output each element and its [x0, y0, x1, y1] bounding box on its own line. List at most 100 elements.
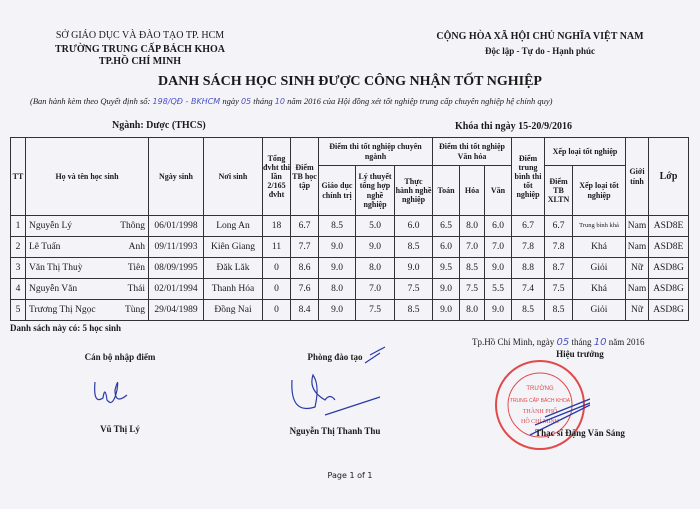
- cell-name: Nguyễn Lý Thông: [25, 215, 149, 237]
- motto: Độc lập - Tự do - Hạnh phúc: [484, 46, 595, 56]
- cell-gender: Nam: [625, 278, 649, 300]
- cell-theory: 5.0: [355, 215, 395, 237]
- header-rank-score: Điểm TB XLTN: [544, 165, 573, 216]
- cell-tt: 2: [10, 236, 26, 258]
- date-day: 05: [556, 337, 570, 348]
- cell-rank: Giỏi: [572, 299, 626, 321]
- cell-gpa: 8.6: [290, 257, 319, 279]
- header-chem: Hóa: [459, 165, 485, 216]
- cell-class: ASD8G: [648, 257, 689, 279]
- surname: Nguyễn Lý: [29, 220, 73, 231]
- cell-practice: 8.5: [394, 236, 433, 258]
- header-theory: Lý thuyết tổng hợp nghề nghiệp: [355, 165, 395, 216]
- cell-tt: 4: [10, 278, 26, 300]
- cell-rank-score: 7.8: [544, 236, 573, 258]
- cell-dob: 08/09/1995: [148, 257, 204, 279]
- cell-theory: 7.5: [355, 299, 395, 321]
- given-name: Thái: [127, 283, 145, 294]
- header-place: Nơi sinh: [203, 137, 263, 216]
- cell-lit: 9.0: [484, 257, 512, 279]
- cell-dob: 06/01/1998: [148, 215, 204, 237]
- cell-place: Long An: [203, 215, 263, 237]
- cell-gpa: 7.7: [290, 236, 319, 258]
- cell-exam-avg: 8.8: [511, 257, 545, 279]
- header-rank: Xếp loại tốt nghiệp: [572, 165, 626, 216]
- cell-rank-score: 8.7: [544, 257, 573, 279]
- cell-rank: Trung bình khá: [572, 215, 626, 237]
- cell-dob: 02/01/1994: [148, 278, 204, 300]
- signature-left: [94, 381, 128, 403]
- mid-signer-name: Nguyễn Thị Thanh Thu: [289, 426, 381, 436]
- table-row: 2 Lê Tuấn Anh 09/11/1993 Kiên Giang 11 7.7 9.0 9…: [10, 236, 689, 258]
- cell-politics: 9.0: [318, 299, 356, 321]
- cell-politics: 8.0: [318, 278, 356, 300]
- cell-gender: Nữ: [625, 299, 649, 321]
- cell-tt: 5: [10, 299, 26, 321]
- dept-name: SỞ GIÁO DỤC VÀ ĐÀO TẠO TP. HCM: [55, 30, 225, 41]
- table-row: 5 Trương Thị Ngọc Tùng 29/04/1989 Đồng Nai 0 8…: [10, 299, 689, 321]
- cell-practice: 9.0: [394, 257, 433, 279]
- cell-credits: 18: [262, 215, 291, 237]
- cell-gpa: 8.4: [290, 299, 319, 321]
- subtitle-text: năm 2016 của Hội đồng xét tốt nghiệp tru…: [287, 96, 553, 106]
- cell-math: 6.5: [432, 215, 460, 237]
- header-rank-group: Xếp loại tốt nghiệp: [544, 137, 626, 166]
- mid-role: Phòng đào tạo: [307, 352, 363, 362]
- cell-lit: 6.0: [484, 215, 512, 237]
- cell-rank: Khá: [572, 278, 626, 300]
- cell-rank-score: 7.5: [544, 278, 573, 300]
- cell-rank-score: 8.5: [544, 299, 573, 321]
- left-role: Cán bộ nhập điểm: [84, 352, 156, 362]
- decision-number: 198/QĐ - BKHCM: [152, 97, 221, 106]
- table-row: 4 Nguyễn Văn Thái 02/01/1994 Thanh Hóa 0 7.6 8.…: [10, 278, 689, 300]
- cell-theory: 8.0: [355, 257, 395, 279]
- document-title: DANH SÁCH HỌC SINH ĐƯỢC CÔNG NHẬN TỐT NG…: [157, 74, 542, 89]
- cell-exam-avg: 7.4: [511, 278, 545, 300]
- subtitle-text: tháng: [253, 96, 273, 106]
- cell-class: ASD8G: [648, 278, 689, 300]
- header-practice: Thực hành nghề nghiệp: [394, 165, 433, 216]
- exam-period: Khóa thi ngày 15-20/9/2016: [455, 121, 572, 132]
- cell-place: Thanh Hóa: [203, 278, 263, 300]
- document-subtitle: (Ban hành kèm theo Quyết định số: 198/QĐ…: [30, 96, 700, 106]
- cell-class: ASD8E: [648, 236, 689, 258]
- given-name: Tiên: [127, 262, 145, 273]
- svg-text:THÀNH PHỐ: THÀNH PHỐ: [523, 407, 558, 415]
- header-politics: Giáo dục chính trị: [318, 165, 356, 216]
- header-culture-group: Điểm thi tốt nghiệp Văn hóa: [432, 137, 512, 166]
- cell-credits: 0: [262, 278, 291, 300]
- table-row: 3 Văn Thị Thuỳ Tiên 08/09/1995 Đăk Lăk 0 8.6 9.…: [10, 257, 689, 279]
- cell-gender: Nam: [625, 215, 649, 237]
- cell-credits: 11: [262, 236, 291, 258]
- right-role: Hiệu trưởng: [556, 349, 604, 359]
- cell-rank: Khá: [572, 236, 626, 258]
- cell-credits: 0: [262, 299, 291, 321]
- cell-practice: 8.5: [394, 299, 433, 321]
- cell-lit: 7.0: [484, 236, 512, 258]
- cell-rank: Giỏi: [572, 257, 626, 279]
- cell-gpa: 6.7: [290, 215, 319, 237]
- cell-tt: 3: [10, 257, 26, 279]
- date-text: tháng: [571, 337, 592, 347]
- right-signer-name: Thạc sĩ Đặng Văn Sáng: [535, 428, 625, 438]
- header-gender: Giới tính: [625, 137, 649, 216]
- cell-politics: 9.0: [318, 236, 356, 258]
- cell-name: Trương Thị Ngọc Tùng: [25, 299, 149, 321]
- cell-chem: 8.5: [459, 257, 485, 279]
- date-text: năm 2016: [608, 337, 645, 347]
- cell-math: 9.0: [432, 299, 460, 321]
- summary: Danh sách này có: 5 học sinh: [10, 323, 122, 333]
- cell-rank-score: 6.7: [544, 215, 573, 237]
- decision-day: 05: [240, 97, 252, 106]
- surname: Trương Thị Ngọc: [29, 304, 96, 315]
- cell-exam-avg: 6.7: [511, 215, 545, 237]
- cell-credits: 0: [262, 257, 291, 279]
- cell-math: 9.0: [432, 278, 460, 300]
- cell-exam-avg: 7.8: [511, 236, 545, 258]
- major: Ngành: Dược (THCS): [112, 120, 206, 131]
- cell-gender: Nam: [625, 236, 649, 258]
- svg-text:TRUNG CẤP BÁCH KHOA: TRUNG CẤP BÁCH KHOA: [510, 397, 571, 404]
- decision-month: 10: [274, 97, 285, 106]
- header-gpa: Điểm TB học tập: [290, 137, 319, 216]
- subtitle-text: (Ban hành kèm theo Quyết định số:: [30, 96, 151, 106]
